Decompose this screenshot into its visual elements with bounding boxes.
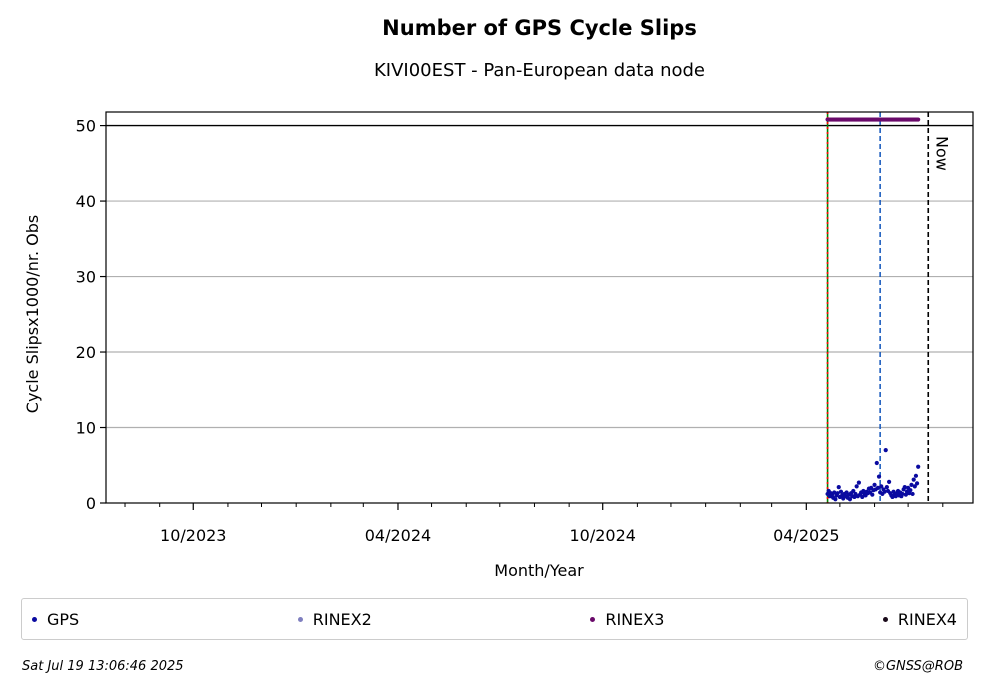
now-label: Now: [932, 136, 951, 171]
point-gps: [870, 492, 875, 497]
y-tick-label: 40: [76, 192, 96, 211]
point-gps: [856, 480, 861, 485]
chart-subtitle: KIVI00EST - Pan-European data node: [374, 60, 705, 81]
timestamp: Sat Jul 19 13:06:46 2025: [22, 659, 184, 674]
x-tick-label: 04/2025: [773, 526, 839, 545]
chart-plot: Now 0 10 20 30 40 50 10/2023 04/2024 10/2024 04/…: [23, 111, 974, 580]
point-gps: [851, 488, 856, 494]
point-gps: [909, 482, 914, 487]
point-rinex3: [916, 117, 921, 122]
legend-item-rinex4: RINEX4: [882, 609, 957, 629]
point-gps: [914, 481, 920, 486]
plot-frame: [105, 111, 974, 504]
point-gps: [883, 448, 888, 453]
point-gps: [884, 485, 889, 490]
reference-lines: Now: [106, 112, 973, 503]
x-tick-label: 10/2024: [569, 526, 635, 545]
legend-marker-icon: [297, 616, 303, 622]
y-tick-label: 0: [86, 494, 96, 513]
y-tick-label: 20: [76, 343, 96, 362]
point-gps: [836, 485, 841, 490]
legend-item-gps: GPS: [32, 610, 79, 629]
grid-lines: [106, 200, 973, 429]
data-points: [825, 117, 921, 502]
point-gps: [847, 497, 853, 502]
point-gps: [876, 474, 882, 479]
point-gps: [875, 485, 881, 491]
point-gps: [912, 484, 917, 489]
legend-label: RINEX3: [605, 609, 665, 629]
legend: GPS RINEX2 RINEX3 RINEX4: [21, 598, 968, 640]
point-gps: [911, 477, 916, 482]
point-gps: [874, 460, 879, 466]
point-gps: [916, 464, 921, 469]
point-gps: [913, 473, 919, 478]
point-gps: [900, 491, 905, 497]
point-gps: [882, 489, 887, 494]
copyright: ©GNSS@ROB: [872, 659, 963, 674]
legend-marker-icon: [882, 616, 888, 622]
legend-marker-icon: [590, 616, 596, 622]
point-gps: [854, 484, 859, 489]
point-gps: [872, 482, 877, 487]
legend-label: GPS: [47, 609, 80, 629]
chart-title: Number of GPS Cycle Slips: [382, 16, 697, 40]
x-axis-ticks: 10/2023 04/2024 10/2024 04/2025: [124, 503, 944, 545]
point-gps: [833, 497, 838, 502]
point-gps: [879, 484, 884, 489]
y-tick-label: 50: [76, 117, 96, 136]
point-gps: [910, 491, 915, 497]
point-gps: [886, 479, 892, 484]
point-gps: [860, 494, 865, 500]
y-axis-ticks: 0 10 20 30 40 50: [76, 117, 106, 513]
legend-marker-icon: [32, 616, 37, 622]
y-axis-label: Cycle Slipsx1000/nr. Obs: [23, 215, 42, 413]
y-tick-label: 30: [76, 268, 96, 287]
point-gps: [908, 488, 913, 493]
legend-label: RINEX2: [312, 609, 372, 629]
legend-item-rinex3: RINEX3: [590, 610, 664, 629]
x-axis-label: Month/Year: [494, 561, 584, 580]
legend-item-rinex2: RINEX2: [297, 609, 372, 629]
point-gps: [832, 490, 837, 495]
point-gps: [835, 491, 840, 496]
x-tick-label: 10/2023: [160, 526, 226, 545]
point-gps: [838, 489, 844, 494]
x-tick-label: 04/2024: [365, 526, 431, 545]
point-gps: [902, 485, 907, 490]
y-tick-label: 10: [76, 419, 96, 438]
legend-label: RINEX4: [897, 609, 957, 629]
